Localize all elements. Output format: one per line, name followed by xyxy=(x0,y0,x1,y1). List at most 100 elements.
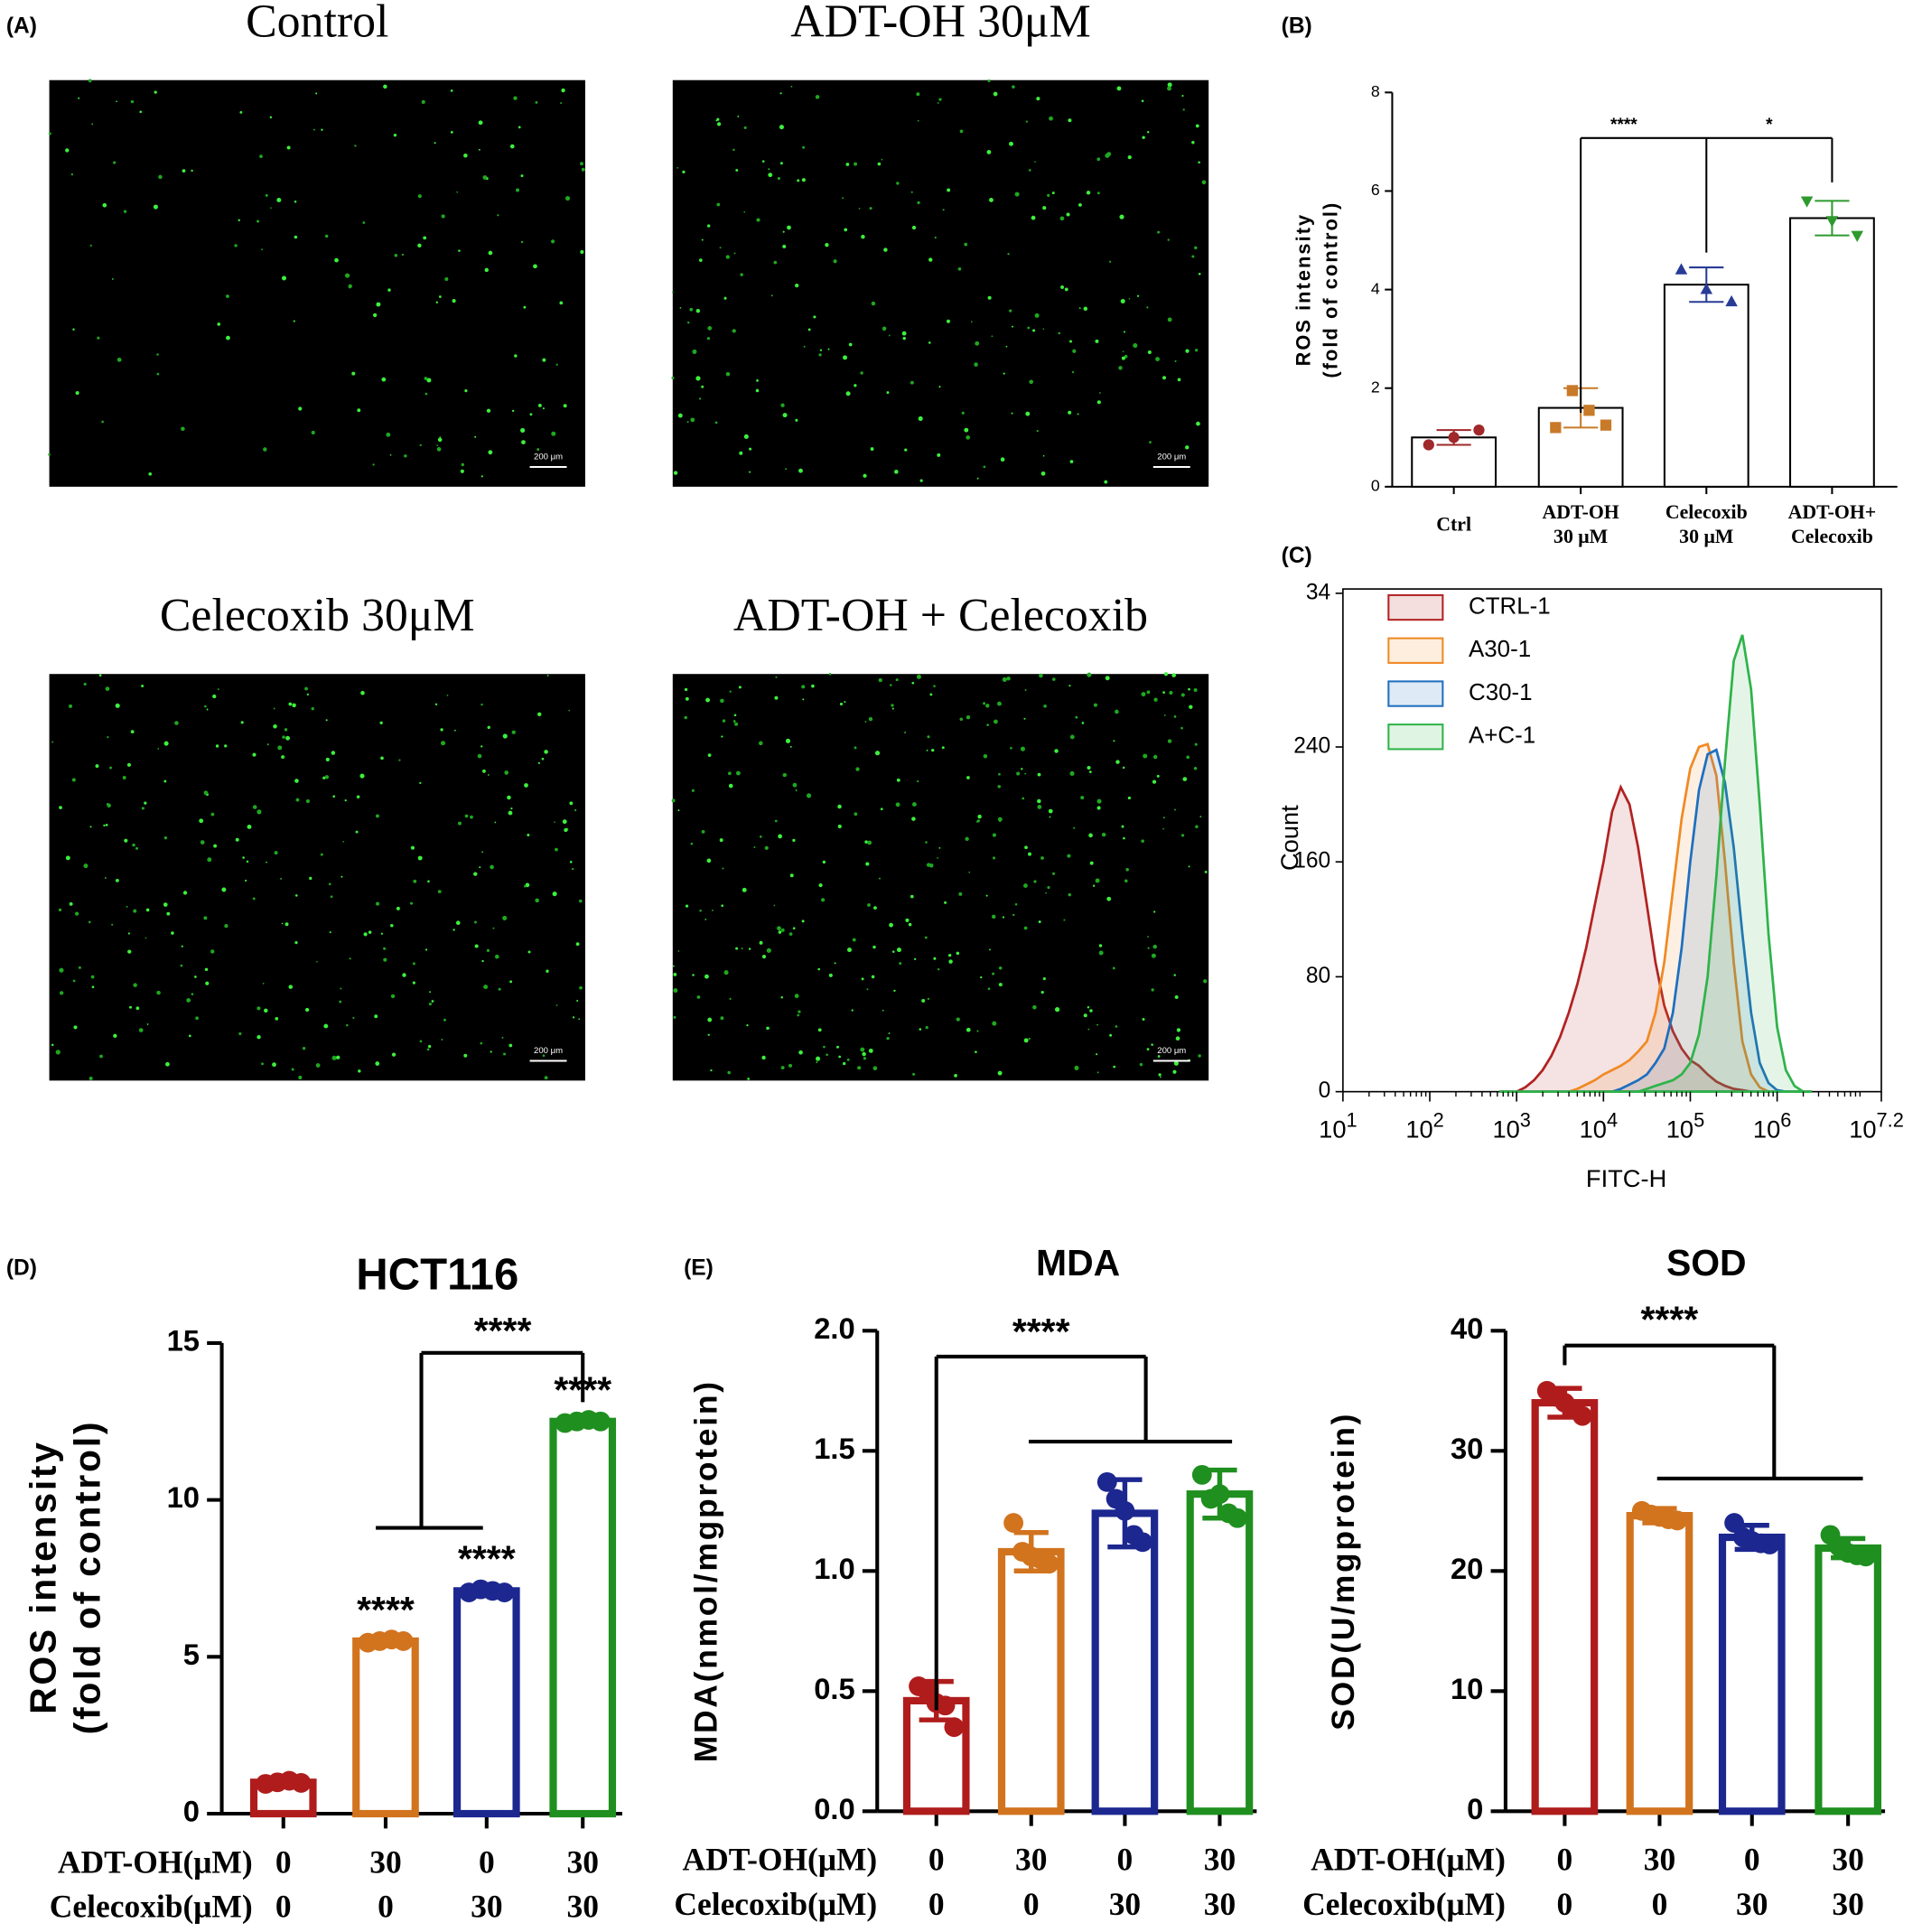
cell-dot xyxy=(975,341,980,346)
cell-dot xyxy=(785,468,788,471)
cell-dot xyxy=(265,193,268,197)
row-value: 30 xyxy=(1109,1886,1141,1922)
cell-dot xyxy=(867,903,871,907)
cell-dot xyxy=(795,418,798,422)
cell-dot xyxy=(846,1058,850,1061)
cell-dot xyxy=(302,1046,306,1050)
cell-dot xyxy=(107,803,111,808)
cell-dot xyxy=(770,294,773,297)
cell-dot xyxy=(1029,379,1033,385)
cell-dot xyxy=(801,178,806,182)
cell-dot xyxy=(533,264,537,269)
cell-dot xyxy=(383,84,387,89)
cell-dot xyxy=(315,92,318,95)
cell-dot xyxy=(1024,772,1027,775)
cell-dot xyxy=(401,253,404,256)
cell-dot xyxy=(1087,1028,1090,1031)
cell-dot xyxy=(928,257,933,262)
cell-dot xyxy=(520,427,526,434)
cell-dot xyxy=(544,750,548,754)
data-point xyxy=(1566,385,1579,397)
cell-dot xyxy=(295,798,300,802)
cell-dot xyxy=(552,891,557,897)
cell-dot xyxy=(502,733,508,739)
cell-dot xyxy=(157,748,160,750)
cell-dot xyxy=(1174,359,1177,362)
cell-dot xyxy=(998,772,1001,776)
cell-dot xyxy=(1088,770,1092,774)
cell-dot xyxy=(977,814,982,819)
cell-dot xyxy=(305,799,310,804)
cell-dot xyxy=(931,749,935,752)
cell-dot xyxy=(133,983,137,987)
cell-dot xyxy=(203,790,209,796)
cell-dot xyxy=(488,450,493,455)
cell-dot xyxy=(74,911,79,916)
cell-dot xyxy=(983,753,988,759)
x-tick-exponent: 6 xyxy=(1780,1108,1791,1131)
cell-dot xyxy=(870,447,874,451)
cell-dot xyxy=(188,1034,191,1038)
cell-dot xyxy=(1032,1004,1037,1010)
cell-dot xyxy=(450,130,453,134)
cell-dot xyxy=(994,719,998,724)
cell-dot xyxy=(98,674,102,677)
cell-dot xyxy=(546,675,549,677)
data-point xyxy=(1473,424,1485,436)
cell-dot xyxy=(795,789,798,791)
cell-dot xyxy=(502,915,508,920)
cell-dot xyxy=(525,882,530,888)
cell-dot xyxy=(298,1075,303,1080)
cell-dot xyxy=(322,776,326,779)
cell-dot xyxy=(580,249,584,254)
cell-dot xyxy=(105,824,108,826)
cell-dot xyxy=(937,102,939,104)
cell-dot xyxy=(578,899,583,903)
scale-bar-label: 200 μm xyxy=(1157,453,1186,462)
cell-dot xyxy=(673,471,678,475)
cell-dot xyxy=(281,755,285,759)
cell-dot xyxy=(182,169,186,173)
cell-dot xyxy=(727,1070,731,1075)
cell-dot xyxy=(1052,677,1056,681)
cell-dot xyxy=(402,973,406,977)
row-label: Celecoxib(μM) xyxy=(674,1886,877,1922)
cell-dot xyxy=(127,932,130,935)
y-tick-label: 240 xyxy=(1293,733,1330,758)
cell-dot xyxy=(722,719,726,723)
cell-dot xyxy=(852,938,856,942)
cell-dot xyxy=(65,855,70,861)
data-point xyxy=(1209,1484,1230,1505)
cell-dot xyxy=(1188,687,1190,691)
cell-dot xyxy=(871,975,875,979)
cell-dot xyxy=(836,1045,839,1049)
bar xyxy=(1186,1490,1254,1815)
panel-label: (B) xyxy=(1282,14,1312,39)
cell-dot xyxy=(698,258,703,262)
cell-dot xyxy=(902,336,906,341)
cell-dot xyxy=(755,388,760,393)
cell-dot xyxy=(941,746,945,750)
y-tick-label: 160 xyxy=(1293,849,1330,873)
cell-dot xyxy=(861,977,864,981)
cell-dot xyxy=(1009,309,1012,313)
cell-dot xyxy=(1115,709,1119,714)
cell-dot xyxy=(925,1026,928,1030)
cell-dot xyxy=(759,940,763,945)
x-tick-label: 103 xyxy=(1492,1108,1530,1143)
data-point xyxy=(1675,263,1688,275)
cell-dot xyxy=(555,847,558,852)
row-value: 30 xyxy=(566,1889,598,1925)
cell-dot xyxy=(523,305,527,309)
cell-dot xyxy=(698,397,702,400)
cell-dot xyxy=(695,309,701,313)
cell-dot xyxy=(1042,206,1047,210)
cell-dot xyxy=(803,345,806,348)
cell-dot xyxy=(257,219,260,223)
cell-dot xyxy=(55,1050,61,1055)
cell-dot xyxy=(163,902,168,907)
legend-label: A30-1 xyxy=(1469,637,1531,662)
cell-dot xyxy=(938,846,941,849)
cell-dot xyxy=(1098,392,1101,394)
cell-dot xyxy=(247,824,252,829)
